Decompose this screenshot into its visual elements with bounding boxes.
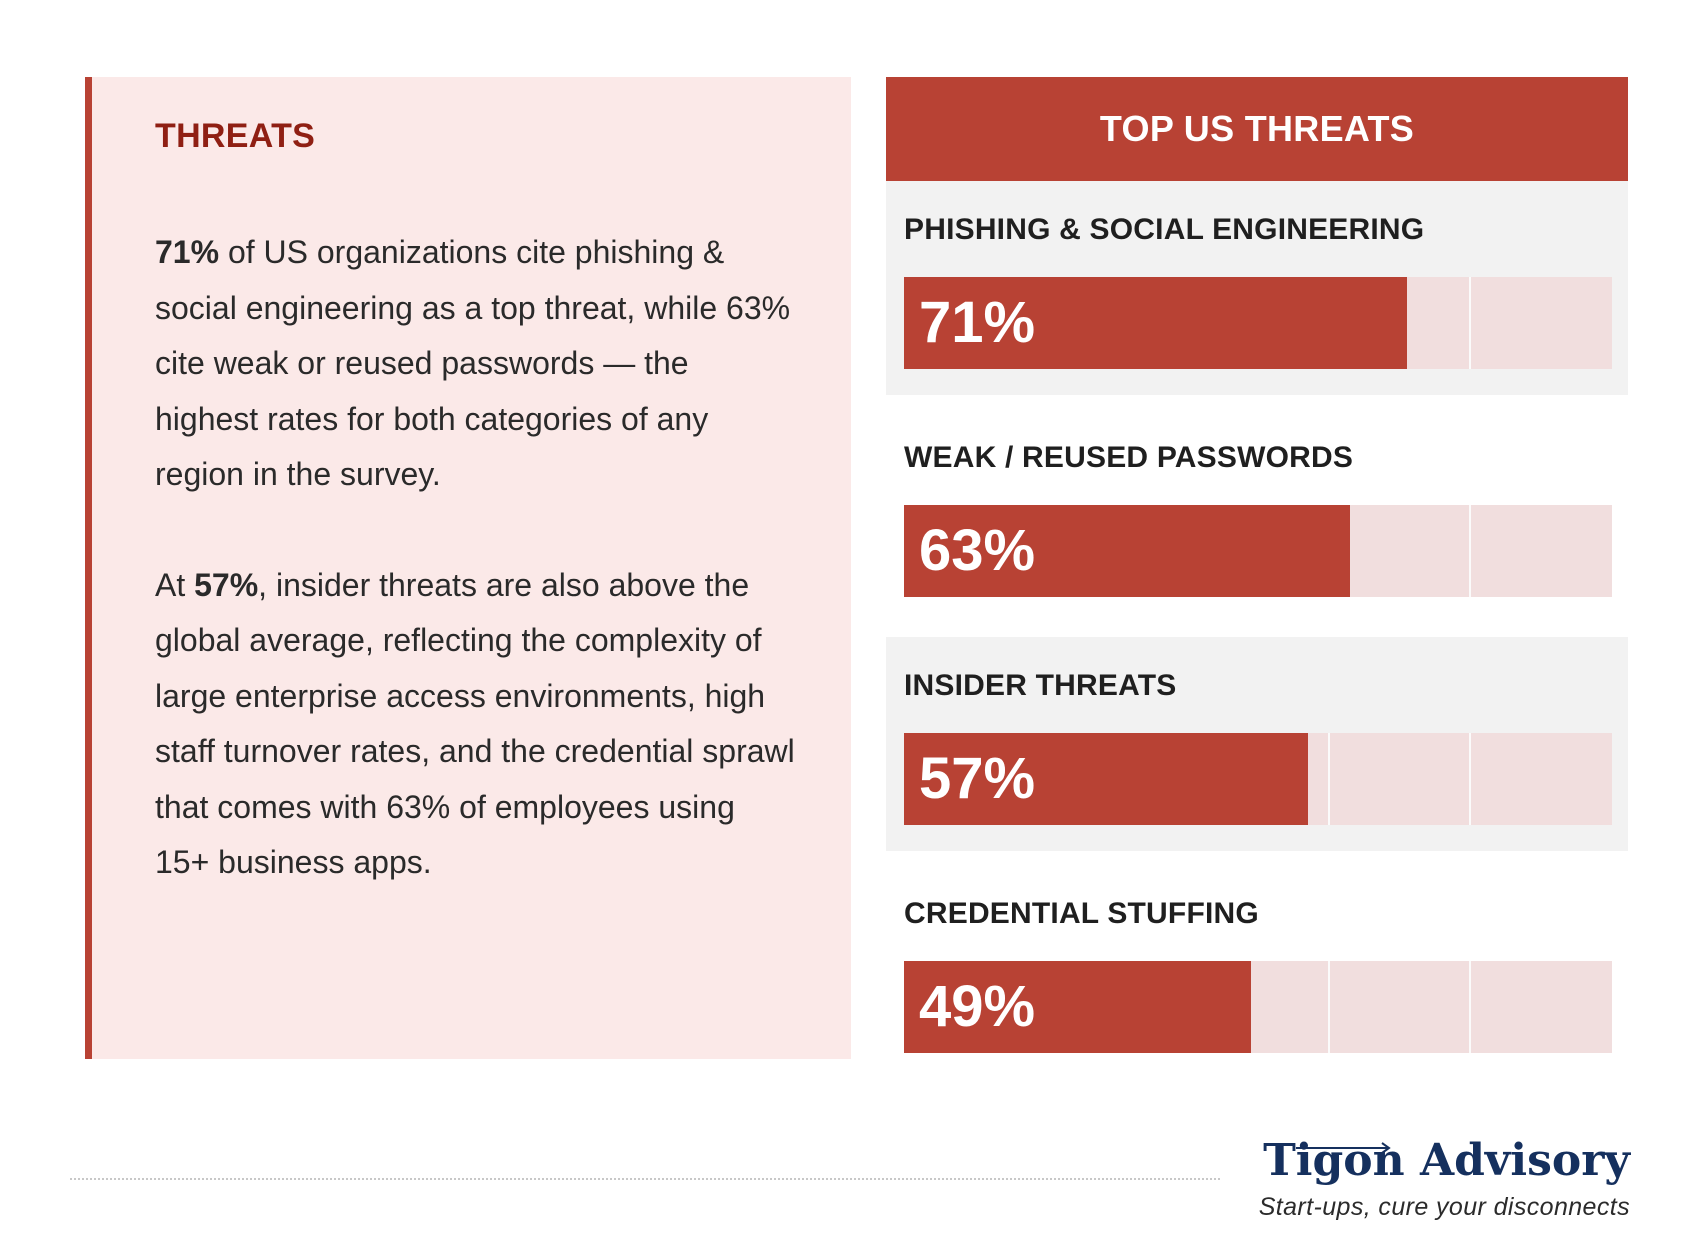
tigon-advisory-logo: Tigon Advisory Start-ups, cure your disc… (1250, 1135, 1640, 1235)
logo-arrow-icon (1296, 1142, 1391, 1154)
chart-title-bar: TOP US THREATS (886, 77, 1628, 181)
bar-track: 49% (904, 961, 1612, 1053)
panel-body: 71% of US organizations cite phishing & … (155, 225, 795, 891)
chart-title: TOP US THREATS (1099, 108, 1415, 149)
threat-row-phishing-social-engineering: PHISHING & SOCIAL ENGINEERING 71% (886, 181, 1628, 395)
category-label: PHISHING & SOCIAL ENGINEERING (904, 213, 1425, 246)
bar-track: 63% (904, 505, 1612, 597)
grid-line (1469, 277, 1472, 369)
bar-value-label: 71% (919, 290, 1036, 355)
threats-text-panel: THREATS 71% of US organizations cite phi… (85, 77, 851, 1059)
bar (904, 277, 1407, 369)
category-label: INSIDER THREATS (904, 669, 1177, 702)
grid-line (1327, 961, 1330, 1053)
footer-divider (70, 1178, 1220, 1180)
threat-row-insider-threats: INSIDER THREATS 57% (886, 637, 1628, 851)
paragraph-phishing-text: of US organizations cite phishing & soci… (155, 234, 791, 492)
top-threats-chart: TOP US THREATS PHISHING & SOCIAL ENGINEE… (886, 77, 1628, 1057)
paragraph-insider-text: , insider threats are also above the glo… (155, 566, 795, 881)
grid-line (1469, 733, 1472, 825)
paragraph-insider-intro: At (155, 566, 195, 603)
panel-heading: THREATS (155, 117, 316, 155)
grid-line (1469, 961, 1472, 1053)
logo-tagline: Start-ups, cure your disconnects (1258, 1193, 1630, 1221)
grid-line (1469, 505, 1472, 597)
insider-stat: 57% (194, 566, 259, 603)
bar-value-label: 63% (919, 518, 1036, 583)
bar (904, 505, 1351, 597)
threat-row-credential-stuffing: CREDENTIAL STUFFING 49% (886, 865, 1628, 1079)
category-label: WEAK / REUSED PASSWORDS (904, 441, 1354, 474)
paragraph-insider: At 57%, insider threats are also above t… (155, 558, 795, 891)
bar-track: 57% (904, 733, 1612, 825)
category-label: CREDENTIAL STUFFING (904, 897, 1259, 930)
bar-value-label: 57% (919, 746, 1036, 811)
phishing-stat: 71% (155, 234, 220, 270)
bar (904, 961, 1251, 1053)
grid-line (1327, 733, 1330, 825)
bar-track: 71% (904, 277, 1612, 369)
threat-row-weak-reused-passwords: WEAK / REUSED PASSWORDS 63% (886, 409, 1628, 623)
logo-name: Tigon Advisory (1263, 1135, 1630, 1186)
bar-value-label: 49% (919, 974, 1036, 1039)
bar (904, 733, 1308, 825)
paragraph-phishing: 71% of US organizations cite phishing & … (155, 225, 795, 503)
